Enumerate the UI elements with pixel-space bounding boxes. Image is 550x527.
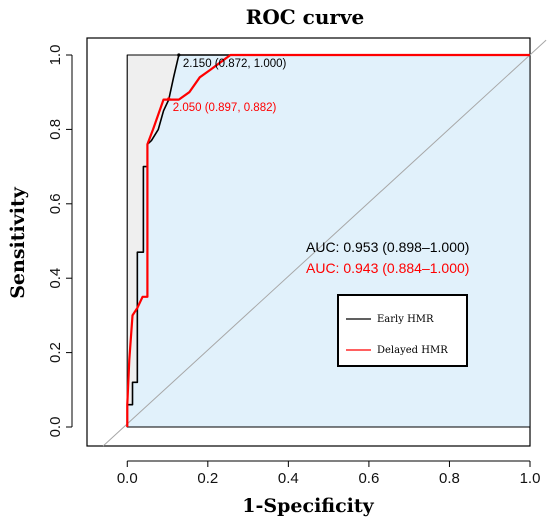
auc-label-delayed: AUC: 0.943 (0.884–1.000) <box>306 260 469 276</box>
cutoff-point-delayed <box>167 97 171 101</box>
x-axis: 0.0 0.2 0.4 0.6 0.8 1.0 <box>117 460 541 487</box>
cutoff-label-delayed: 2.050 (0.897, 0.882) <box>173 102 277 114</box>
auc-label-early: AUC: 0.953 (0.898–1.000) <box>306 239 469 255</box>
x-axis-label: 1-Specificity <box>242 495 374 517</box>
chart-title: ROC curve <box>246 5 365 29</box>
y-tick-label: 0.0 <box>47 417 64 438</box>
y-tick-label: 0.8 <box>47 119 64 140</box>
y-tick-label: 1.0 <box>47 45 64 66</box>
y-tick-label: 0.6 <box>47 193 64 214</box>
cutoff-label-early: 2.150 (0.872, 1.000) <box>183 58 287 70</box>
cutoff-point-early <box>177 53 181 57</box>
x-tick-label: 0.0 <box>117 470 138 487</box>
reference-diagonal <box>102 39 547 447</box>
legend-box <box>337 294 468 367</box>
y-axis: 0.0 0.2 0.4 0.6 0.8 1.0 <box>47 45 73 438</box>
legend-label-early: Early HMR <box>377 314 434 325</box>
y-axis-label: Sensitivity <box>7 186 29 299</box>
x-tick-label: 0.2 <box>197 470 218 487</box>
x-tick-label: 0.4 <box>278 470 299 487</box>
x-tick-label: 1.0 <box>520 470 541 487</box>
legend: Early HMR Delayed HMR <box>337 294 468 367</box>
delayed-hmr-curve <box>126 53 530 427</box>
x-tick-label: 0.6 <box>358 470 379 487</box>
x-tick-label: 0.8 <box>439 470 460 487</box>
early-hmr-fill <box>127 55 530 427</box>
legend-label-delayed: Delayed HMR <box>377 345 448 356</box>
y-tick-label: 0.4 <box>47 268 64 289</box>
cutoff-annotations: 2.150 (0.872, 1.000) 2.050 (0.897, 0.882) <box>167 53 287 114</box>
y-tick-label: 0.2 <box>47 342 64 363</box>
